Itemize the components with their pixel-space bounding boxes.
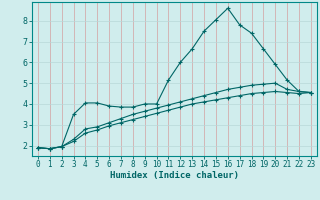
X-axis label: Humidex (Indice chaleur): Humidex (Indice chaleur) — [110, 171, 239, 180]
